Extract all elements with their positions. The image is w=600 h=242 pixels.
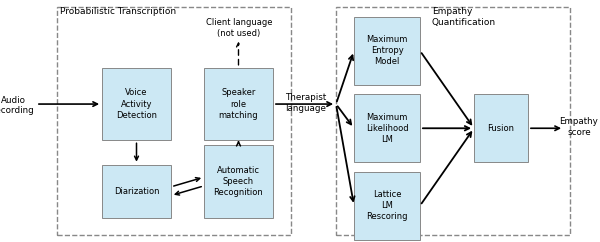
Bar: [204, 68, 273, 140]
Text: Empathy
Quantification: Empathy Quantification: [432, 7, 496, 27]
Text: Lattice
LM
Rescoring: Lattice LM Rescoring: [366, 190, 408, 221]
Text: Client language
(not used): Client language (not used): [206, 18, 272, 38]
Text: Voice
Activity
Detection: Voice Activity Detection: [116, 89, 157, 120]
Text: Maximum
Entropy
Model: Maximum Entropy Model: [367, 35, 407, 66]
Text: Automatic
Speech
Recognition: Automatic Speech Recognition: [214, 166, 263, 197]
Bar: [354, 17, 420, 85]
Text: Probabilistic Transcription: Probabilistic Transcription: [60, 7, 176, 16]
Text: Fusion: Fusion: [488, 124, 515, 133]
Bar: [474, 94, 528, 162]
Text: Diarization: Diarization: [114, 187, 159, 196]
Text: Audio
recording: Audio recording: [0, 96, 34, 115]
Bar: [204, 145, 273, 218]
Bar: [354, 94, 420, 162]
Bar: [102, 165, 171, 218]
Bar: [354, 172, 420, 240]
Text: Therapist
language: Therapist language: [286, 93, 326, 113]
Bar: [102, 68, 171, 140]
Text: Speaker
role
matching: Speaker role matching: [218, 89, 259, 120]
Text: Maximum
Likelihood
LM: Maximum Likelihood LM: [365, 113, 409, 144]
Bar: [57, 7, 291, 235]
Bar: [336, 7, 570, 235]
Text: Empathy
score: Empathy score: [560, 117, 598, 137]
